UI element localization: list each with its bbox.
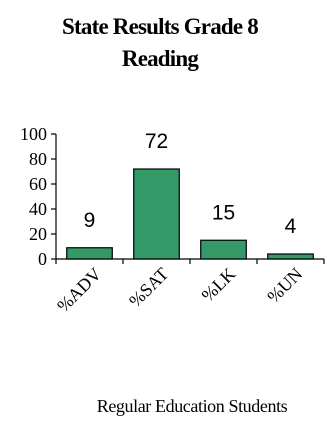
y-axis: 0 20 40 60 80 100	[20, 124, 57, 269]
x-axis	[55, 258, 325, 264]
bar-2	[133, 168, 180, 260]
data-labels: 9 72 15 4	[84, 130, 297, 238]
data-label-3: 15	[212, 201, 235, 224]
bars	[66, 168, 314, 260]
data-label-1: 9	[84, 209, 96, 232]
chart-title-line-2: Reading	[122, 46, 199, 71]
data-label-2: 72	[145, 130, 168, 153]
category-label-3: %LK	[198, 264, 240, 306]
y-tick-label: 20	[29, 224, 47, 244]
bar-4	[267, 253, 314, 260]
category-label-1: %ADV	[53, 264, 105, 316]
x-axis-label: Regular Education Students	[97, 396, 288, 416]
category-label-2: %SAT	[125, 264, 172, 311]
data-label-4: 4	[285, 215, 297, 238]
y-tick-label: 60	[29, 174, 47, 194]
chart-title-line-1: State Results Grade 8	[62, 14, 258, 39]
bar-3	[200, 239, 247, 260]
bar-1	[66, 247, 113, 260]
y-tick-label: 100	[20, 124, 47, 144]
category-label-4: %UN	[263, 264, 306, 307]
y-tick-label: 40	[29, 199, 47, 219]
y-tick-label: 80	[29, 149, 47, 169]
category-labels: %ADV %SAT %LK %UN	[53, 264, 306, 316]
y-tick-label: 0	[38, 249, 47, 269]
